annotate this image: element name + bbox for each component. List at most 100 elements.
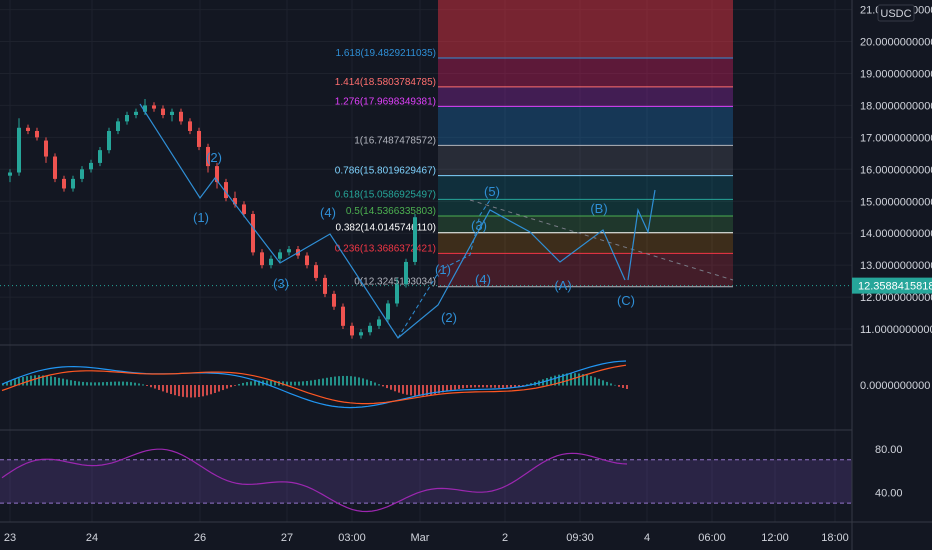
macd-histogram-bar bbox=[90, 382, 92, 386]
candle-body bbox=[350, 325, 354, 336]
fib-level-label: 0.5(14.5366335803) bbox=[346, 206, 436, 217]
macd-histogram-bar bbox=[186, 385, 188, 398]
fib-level-label: 0.382(14.0145746110) bbox=[336, 223, 436, 234]
price-tick-label: 15.0000000000 bbox=[860, 196, 932, 208]
macd-histogram-bar bbox=[206, 385, 208, 396]
fib-zone: 0(12.3245193034) 0.236(13.3686372421) 0.38… bbox=[0, 0, 852, 288]
macd-histogram-bar bbox=[54, 377, 56, 386]
macd-histogram-bar bbox=[166, 385, 168, 393]
macd-histogram-bar bbox=[346, 375, 348, 386]
macd-histogram-bar bbox=[330, 377, 332, 386]
macd-histogram-bar bbox=[318, 379, 320, 386]
macd-histogram-bar bbox=[446, 385, 448, 392]
time-tick-label: Mar bbox=[411, 532, 430, 544]
macd-histogram-bar bbox=[234, 385, 236, 386]
candle-body bbox=[206, 146, 210, 167]
candle-body bbox=[260, 252, 264, 266]
time-tick-label: 26 bbox=[194, 532, 206, 544]
wave-label: (3) bbox=[273, 276, 289, 291]
candle-body bbox=[323, 277, 327, 294]
macd-histogram-bar bbox=[126, 381, 128, 386]
macd-histogram-bar bbox=[198, 385, 200, 397]
macd-histogram-bar bbox=[174, 385, 176, 396]
macd-histogram-bar bbox=[414, 385, 416, 396]
macd-histogram-bar bbox=[306, 380, 308, 386]
macd-histogram-bar bbox=[334, 376, 336, 386]
macd-histogram-bar bbox=[70, 380, 72, 386]
candle-body bbox=[395, 284, 399, 304]
candle-body bbox=[404, 261, 408, 285]
macd-histogram-bar bbox=[238, 384, 240, 386]
macd-histogram-bar bbox=[106, 381, 108, 386]
macd-histogram-bar bbox=[626, 385, 628, 390]
price-tick-label: 20.0000000000 bbox=[860, 37, 932, 49]
candle-body bbox=[269, 258, 273, 266]
macd-histogram-bar bbox=[366, 379, 368, 386]
wave-label: (C) bbox=[617, 293, 635, 308]
candle-body bbox=[278, 252, 282, 259]
macd-histogram-bar bbox=[110, 381, 112, 386]
fib-level-label: 1.276(17.9698349381) bbox=[335, 96, 436, 107]
fib-level-label: 0.618(15.0586925497) bbox=[335, 189, 436, 200]
candle-body bbox=[116, 121, 120, 131]
macd-histogram-bar bbox=[170, 385, 172, 395]
candles bbox=[8, 99, 417, 339]
macd-histogram-bar bbox=[490, 385, 492, 388]
macd-histogram-bar bbox=[154, 385, 156, 389]
price-tick-label: 11.0000000000 bbox=[860, 324, 932, 336]
fib-level-label: 0(12.3245193034) bbox=[354, 277, 436, 288]
macd-histogram-bar bbox=[78, 381, 80, 386]
macd-histogram-bar bbox=[350, 376, 352, 386]
macd-histogram-bar bbox=[26, 376, 28, 386]
macd-histogram-bar bbox=[498, 385, 500, 388]
macd-histogram-bar bbox=[598, 378, 600, 386]
price-axis-background bbox=[852, 0, 932, 550]
macd-histogram-bar bbox=[410, 385, 412, 396]
macd-histogram-bar bbox=[378, 384, 380, 386]
time-tick-label: 12:00 bbox=[761, 532, 789, 544]
candle-body bbox=[341, 306, 345, 326]
macd-histogram-bar bbox=[6, 382, 8, 386]
wave-path bbox=[139, 103, 626, 339]
macd-histogram-bar bbox=[550, 376, 552, 386]
macd-histogram-bar bbox=[590, 376, 592, 386]
time-axis: 23 24 26 27 03:00 Mar 2 09:30 4 06:00 12:00 18:00 bbox=[0, 521, 932, 544]
rsi-band bbox=[0, 459, 852, 504]
time-tick-label: 09:30 bbox=[566, 532, 594, 544]
macd-histogram-bar bbox=[122, 381, 124, 386]
candle-body bbox=[134, 111, 138, 115]
fib-band bbox=[438, 253, 733, 287]
macd-histogram-bar bbox=[502, 385, 504, 388]
candle-body bbox=[170, 111, 174, 115]
last-price-label: 12.3588415818 bbox=[858, 281, 932, 293]
candle-body bbox=[71, 178, 75, 189]
macd-histogram-bar bbox=[510, 385, 512, 388]
macd-histogram-bar bbox=[474, 385, 476, 388]
macd-histogram-bar bbox=[614, 384, 616, 386]
candle-body bbox=[368, 325, 372, 333]
candle-body bbox=[26, 127, 30, 131]
rsi-pane bbox=[0, 448, 852, 513]
wave-label: (B) bbox=[590, 201, 607, 216]
macd-histogram-bar bbox=[74, 380, 76, 386]
macd-histogram-bar bbox=[514, 385, 516, 388]
macd-histogram-bar bbox=[566, 373, 568, 386]
macd-histogram-bar bbox=[562, 373, 564, 386]
macd-histogram-bar bbox=[58, 377, 60, 386]
macd-histogram-bar bbox=[194, 385, 196, 398]
fib-band bbox=[438, 175, 733, 200]
candle-body bbox=[305, 255, 309, 266]
macd-histogram-bar bbox=[578, 373, 580, 386]
candle-body bbox=[125, 115, 129, 122]
macd-histogram-bar bbox=[134, 382, 136, 386]
macd-histogram-bar bbox=[294, 381, 296, 386]
macd-histogram-bar bbox=[46, 375, 48, 386]
candle-body bbox=[287, 249, 291, 253]
macd-histogram-bar bbox=[18, 378, 20, 386]
candle-body bbox=[53, 156, 57, 179]
candle-body bbox=[413, 217, 417, 262]
macd-histogram-bar bbox=[250, 381, 252, 386]
wave-label: (A) bbox=[554, 278, 571, 293]
macd-histogram-bar bbox=[310, 380, 312, 386]
